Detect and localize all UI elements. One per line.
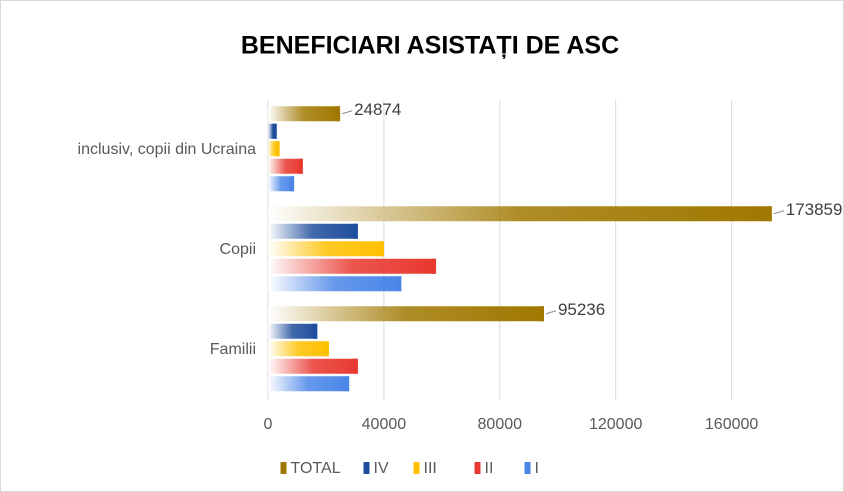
- chart-title: BENEFICIARI ASISTAȚI DE ASC: [241, 32, 619, 60]
- bar: [268, 276, 402, 292]
- bar-cap: [336, 106, 341, 122]
- leader-line: [341, 110, 353, 115]
- bar: [268, 341, 329, 357]
- bar-cap: [345, 376, 350, 392]
- bar: [268, 176, 295, 192]
- legend-label: II: [485, 460, 494, 477]
- bar-cap: [313, 323, 318, 339]
- bar-cap: [379, 241, 384, 257]
- bar-cap: [432, 258, 437, 274]
- bar-cap: [397, 276, 402, 292]
- x-tick-label: 40000: [362, 416, 407, 433]
- bar: [268, 241, 384, 257]
- legend-swatch: [363, 462, 370, 474]
- x-tick-label: 120000: [589, 416, 642, 433]
- leader-line: [545, 310, 557, 315]
- x-tick-label: 0: [264, 416, 273, 433]
- bar: [268, 158, 303, 174]
- legend-label: I: [535, 460, 539, 477]
- data-label: 173859: [786, 200, 843, 219]
- bar: [268, 106, 341, 122]
- bar: [268, 223, 358, 239]
- bar: [268, 141, 280, 157]
- bar-cap: [272, 123, 277, 139]
- bar-cap: [353, 358, 358, 374]
- leader-line: [773, 210, 784, 215]
- data-label: 95236: [558, 300, 605, 319]
- bar-cap: [290, 176, 295, 192]
- legend-swatch: [280, 462, 287, 474]
- y-tick-label: Copii: [220, 241, 256, 258]
- bar-cap: [298, 158, 303, 174]
- legend-swatch: [474, 462, 481, 474]
- y-tick-label: Familii: [210, 341, 256, 358]
- y-tick-label: inclusiv, copii din Ucraina: [78, 141, 257, 158]
- bar-cap: [353, 223, 358, 239]
- legend-swatch: [413, 462, 420, 474]
- bar-cap: [539, 306, 544, 322]
- bar-cap: [324, 341, 329, 357]
- bar: [268, 306, 544, 322]
- bar-cap: [767, 206, 772, 222]
- bar: [268, 258, 437, 274]
- legend-label: TOTAL: [291, 460, 341, 477]
- bar: [268, 358, 358, 374]
- legend-swatch: [524, 462, 531, 474]
- data-label: 24874: [354, 100, 401, 119]
- x-tick-label: 160000: [705, 416, 758, 433]
- bar: [268, 376, 350, 392]
- bar: [268, 206, 772, 222]
- bar: [268, 123, 277, 139]
- bar-cap: [275, 141, 280, 157]
- x-tick-label: 80000: [478, 416, 523, 433]
- legend-label: IV: [374, 460, 389, 477]
- legend-label: III: [424, 460, 437, 477]
- bar: [268, 323, 318, 339]
